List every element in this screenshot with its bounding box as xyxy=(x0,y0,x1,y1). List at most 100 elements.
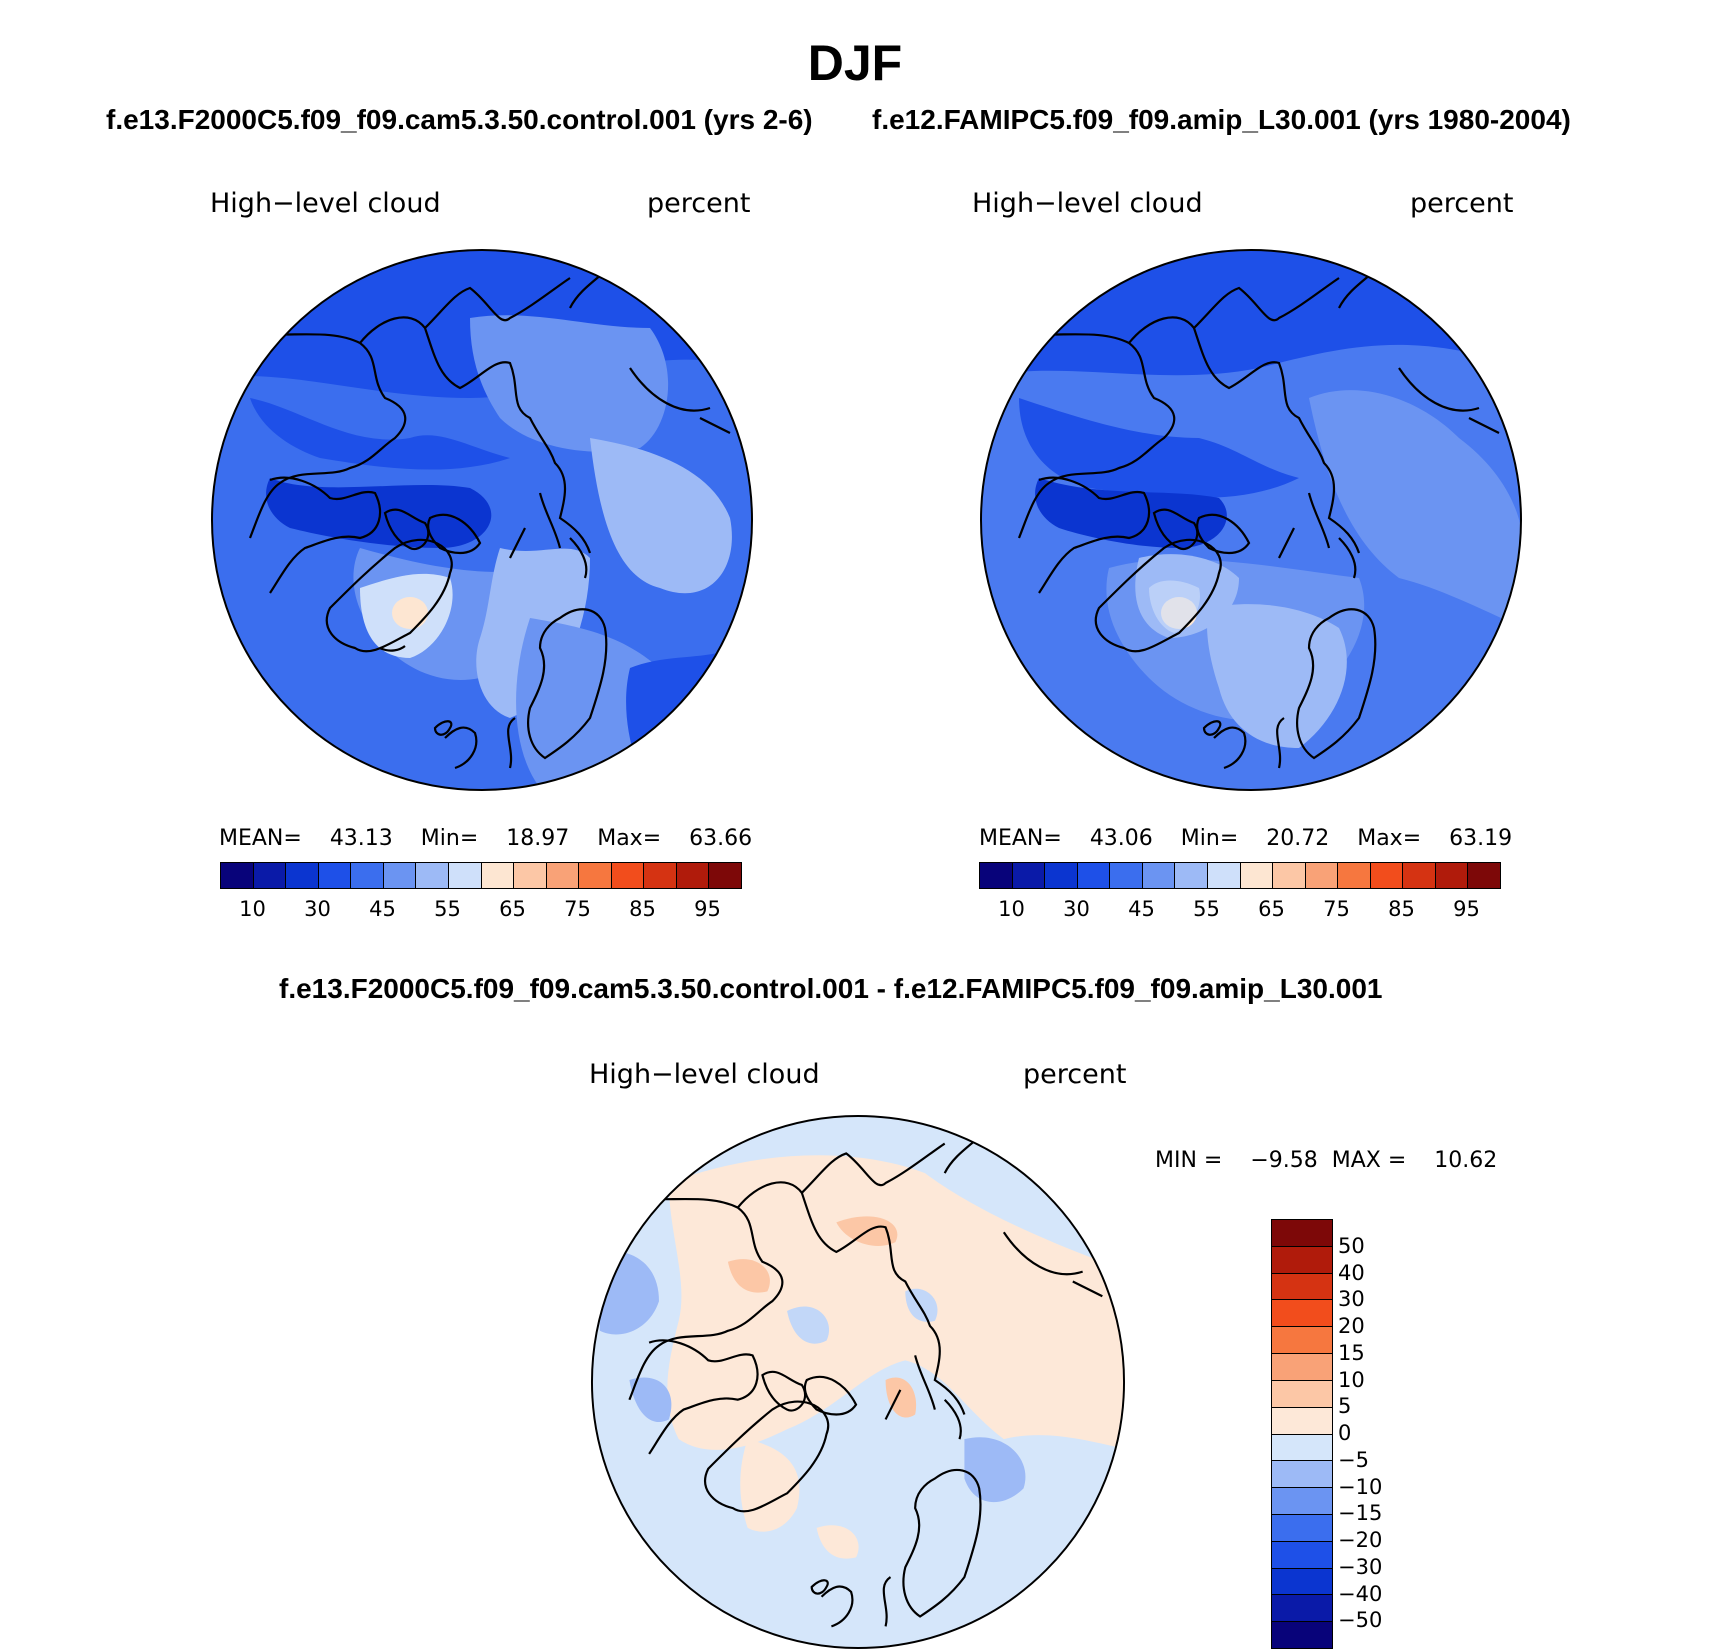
colorbar-tick-label: 5 xyxy=(1338,1394,1352,1419)
colorbar-swatch xyxy=(1110,863,1143,888)
diff-colorbar xyxy=(1271,1219,1333,1649)
colorbar-tick-label: 10 xyxy=(1338,1367,1365,1392)
diff-colorbar-ticks: 50 40 30 20 15 10 5 0 −5 −10 −15 −20 −30 −40 −50 xyxy=(1338,1219,1418,1647)
colorbar-swatch xyxy=(1370,863,1404,888)
colorbar-swatch xyxy=(1272,1622,1332,1648)
colorbar-swatch xyxy=(1272,1273,1332,1301)
colorbar-swatch xyxy=(611,863,645,888)
colorbar-swatch xyxy=(1272,1327,1332,1355)
panel2-units-label: percent xyxy=(1410,188,1514,219)
panel1-mean-label: MEAN= xyxy=(219,826,302,851)
colorbar-swatch xyxy=(1045,863,1078,888)
panel2-min-label: Min= xyxy=(1180,826,1239,851)
colorbar-swatch xyxy=(1272,1407,1332,1435)
colorbar-tick-label: −5 xyxy=(1338,1447,1369,1472)
diff-min-value: −9.58 xyxy=(1250,1148,1318,1173)
diff-polar-map xyxy=(590,1114,1126,1650)
colorbar-swatch xyxy=(980,863,1013,888)
colorbar-swatch xyxy=(1403,863,1436,888)
panel2-colorbar-ticks: 10 30 45 55 65 75 85 95 xyxy=(979,897,1499,927)
colorbar-swatch xyxy=(1468,863,1500,888)
colorbar-swatch xyxy=(1338,863,1371,888)
subtitle-difference: f.e13.F2000C5.f09_f09.cam5.3.50.control.… xyxy=(279,973,1383,1004)
colorbar-tick-label: 55 xyxy=(1193,897,1220,921)
colorbar-swatch xyxy=(1272,1246,1332,1274)
colorbar-swatch xyxy=(1435,863,1469,888)
colorbar-swatch xyxy=(318,863,352,888)
panel2-colorbar xyxy=(979,862,1501,889)
colorbar-tick-label: 45 xyxy=(369,897,396,921)
colorbar-tick-label: 20 xyxy=(1338,1314,1365,1338)
panel1-colorbar-ticks: 10 30 45 55 65 75 85 95 xyxy=(220,897,740,927)
colorbar-swatch xyxy=(546,863,580,888)
panel1-colorbar xyxy=(220,862,742,889)
colorbar-tick-label: −15 xyxy=(1338,1501,1383,1526)
colorbar-tick-label: 10 xyxy=(239,897,266,921)
panel2-polar-map xyxy=(980,249,1522,791)
diff-max-label: MAX = xyxy=(1331,1148,1407,1173)
colorbar-tick-label: −20 xyxy=(1338,1528,1383,1552)
colorbar-tick-label: 30 xyxy=(1063,897,1090,921)
page-title: DJF xyxy=(807,35,903,91)
colorbar-tick-label: 50 xyxy=(1338,1233,1365,1258)
panel1-max-value: 63.66 xyxy=(689,826,753,851)
colorbar-swatch xyxy=(1012,863,1046,888)
colorbar-swatch xyxy=(416,863,449,888)
colorbar-swatch xyxy=(1272,1434,1332,1462)
colorbar-swatch xyxy=(221,863,254,888)
diff-units-label: percent xyxy=(1023,1059,1127,1090)
colorbar-tick-label: 10 xyxy=(998,897,1025,921)
colorbar-tick-label: 15 xyxy=(1338,1340,1365,1365)
panel1-min-label: Min= xyxy=(420,826,479,851)
colorbar-swatch xyxy=(1272,1300,1332,1328)
colorbar-swatch xyxy=(1272,1514,1332,1542)
colorbar-tick-label: 65 xyxy=(499,897,526,921)
panel1-mean-value: 43.13 xyxy=(329,826,393,851)
panel2-mean-label: MEAN= xyxy=(979,826,1062,851)
panel1-polar-map xyxy=(211,249,753,791)
panel1-max-label: Max= xyxy=(597,826,662,851)
colorbar-tick-label: 30 xyxy=(304,897,331,921)
panel2-mean-value: 43.06 xyxy=(1089,826,1153,851)
panel2-min-value: 20.72 xyxy=(1266,826,1330,851)
colorbar-swatch xyxy=(1272,1595,1332,1623)
subtitle-model-b: f.e12.FAMIPC5.f09_f09.amip_L30.001 (yrs … xyxy=(872,104,1571,135)
colorbar-tick-label: 95 xyxy=(1453,897,1480,921)
diff-variable-label: High−level cloud xyxy=(589,1059,820,1090)
diff-max-value: 10.62 xyxy=(1434,1148,1498,1173)
colorbar-tick-label: 85 xyxy=(629,897,656,921)
colorbar-swatch xyxy=(253,863,287,888)
panel2-max-label: Max= xyxy=(1357,826,1422,851)
colorbar-tick-label: 30 xyxy=(1338,1287,1365,1312)
colorbar-swatch xyxy=(514,863,547,888)
colorbar-swatch xyxy=(1272,1541,1332,1569)
colorbar-swatch xyxy=(351,863,384,888)
colorbar-swatch xyxy=(481,863,515,888)
colorbar-tick-label: 95 xyxy=(694,897,721,921)
colorbar-swatch xyxy=(676,863,710,888)
colorbar-swatch xyxy=(709,863,741,888)
colorbar-tick-label: −50 xyxy=(1338,1608,1383,1633)
colorbar-swatch xyxy=(448,863,482,888)
colorbar-swatch xyxy=(1272,1220,1332,1247)
colorbar-swatch xyxy=(644,863,677,888)
panel2-variable-label: High−level cloud xyxy=(972,188,1203,219)
colorbar-tick-label: 75 xyxy=(564,897,591,921)
subtitle-model-a: f.e13.F2000C5.f09_f09.cam5.3.50.control.… xyxy=(106,104,813,135)
colorbar-swatch xyxy=(1272,1488,1332,1515)
colorbar-swatch xyxy=(1305,863,1339,888)
colorbar-tick-label: 0 xyxy=(1338,1421,1352,1445)
colorbar-tick-label: −40 xyxy=(1338,1581,1383,1606)
panel1-variable-label: High−level cloud xyxy=(210,188,441,219)
colorbar-tick-label: −30 xyxy=(1338,1554,1383,1579)
colorbar-swatch xyxy=(1273,863,1306,888)
colorbar-tick-label: 40 xyxy=(1338,1260,1365,1285)
colorbar-swatch xyxy=(579,863,612,888)
colorbar-swatch xyxy=(1240,863,1274,888)
colorbar-tick-label: 85 xyxy=(1388,897,1415,921)
colorbar-swatch xyxy=(1272,1354,1332,1381)
colorbar-tick-label: −10 xyxy=(1338,1474,1383,1499)
colorbar-swatch xyxy=(1175,863,1208,888)
colorbar-swatch xyxy=(383,863,417,888)
colorbar-swatch xyxy=(286,863,319,888)
